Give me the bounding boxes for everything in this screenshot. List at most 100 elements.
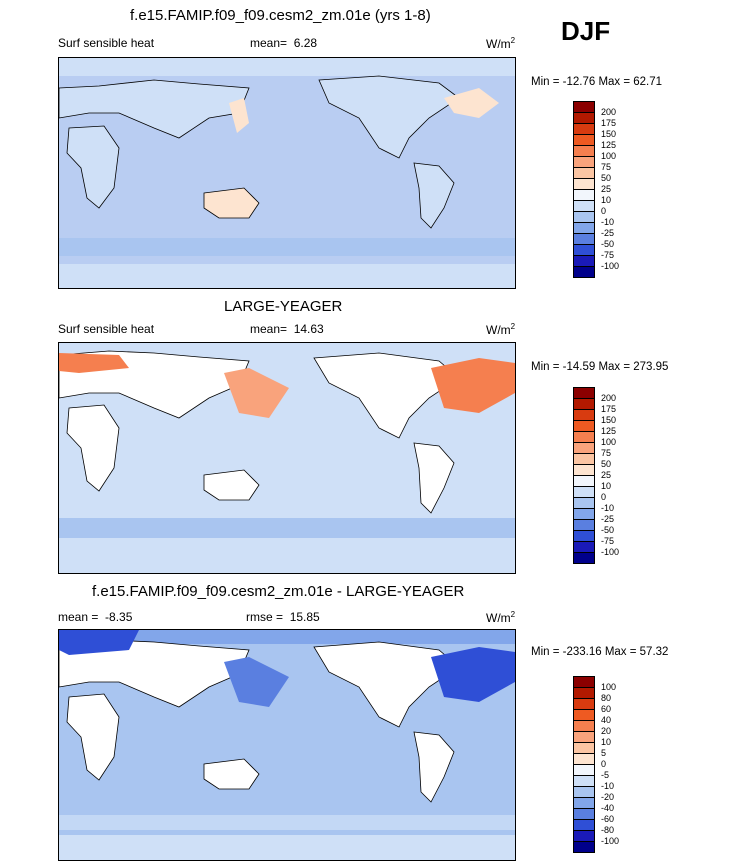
colorbar-tick-label: 100 (601, 437, 617, 447)
colorbar-tick-label: -25 (601, 228, 615, 238)
colorbar-tick-label: 60 (601, 704, 612, 714)
colorbar-tick-label: -10 (601, 781, 615, 791)
colorbar-tick-label: 20 (601, 726, 612, 736)
panel-2-map (58, 342, 516, 574)
colorbar-cell (573, 266, 595, 278)
panel-3-units: W/m2 (486, 610, 516, 625)
colorbar-tick-label: -10 (601, 503, 615, 513)
colorbar-tick-label: 80 (601, 693, 612, 703)
panel-1-mean: mean= 6.28 (250, 36, 317, 50)
colorbar-tick-label: 10 (601, 195, 612, 205)
colorbar-tick-label: -5 (601, 770, 610, 780)
colorbar-tick-label: -100 (601, 836, 620, 846)
gulfstream-cold-patch (431, 647, 515, 702)
panel-3-minmax: Min = -233.16 Max = 57.32 (531, 646, 669, 658)
panel-3-colorbar: 100 80 60 40 20 10 5 0 -5 -10 -20 -40 -60 -80 -100 (573, 676, 663, 853)
australia-land (203, 187, 260, 219)
panel-2-units: W/m2 (486, 322, 516, 337)
panel-3-rmse-value: 15.85 (289, 610, 320, 624)
panel-1-mean-value: 6.28 (293, 36, 318, 50)
barents-cold-patch (59, 630, 139, 655)
colorbar-tick-label: 10 (601, 737, 612, 747)
panel-2-minmax: Min = -14.59 Max = 273.95 (531, 361, 669, 373)
panel-2-mean: mean= 14.63 (250, 322, 324, 336)
colorbar-cell (573, 552, 595, 564)
colorbar-tick-label: 100 (601, 682, 617, 692)
colorbar-tick-label: -50 (601, 525, 615, 535)
colorbar-tick-label: 125 (601, 140, 617, 150)
colorbar-tick-label: 125 (601, 426, 617, 436)
colorbar-tick-label: 150 (601, 415, 617, 425)
panel-2-mean-label: mean= (250, 322, 288, 336)
colorbar-tick-label: -20 (601, 792, 615, 802)
panel-3-title: f.e15.FAMIP.f09_f09.cesm2_zm.01e - LARGE… (92, 583, 465, 600)
colorbar-tick-label: 10 (601, 481, 612, 491)
colorbar-tick-label: -80 (601, 825, 615, 835)
south-america-land (413, 731, 455, 803)
colorbar-tick-label: 175 (601, 118, 617, 128)
africa-land (66, 693, 120, 781)
kuroshio-cold-patch (224, 657, 289, 707)
panel-1-title: f.e15.FAMIP.f09_f09.cesm2_zm.01e (yrs 1-… (130, 7, 431, 24)
panel-3-map-svg (59, 630, 515, 860)
colorbar-tick-label: 100 (601, 151, 617, 161)
colorbar-tick-label: 50 (601, 173, 612, 183)
japan-warm-patch (229, 98, 249, 133)
panel-3-mean-label: mean = (58, 610, 99, 624)
colorbar-tick-label: 40 (601, 715, 612, 725)
colorbar-tick-label: 150 (601, 129, 617, 139)
colorbar-tick-label: -60 (601, 814, 615, 824)
colorbar-tick-label: 200 (601, 393, 617, 403)
panel-3-mean: mean = -8.35 (58, 610, 132, 624)
colorbar-tick-label: 5 (601, 748, 607, 758)
panel-1-map (58, 57, 516, 289)
panel-1-units: W/m2 (486, 36, 516, 51)
panel-3-mean-value: -8.35 (105, 610, 133, 624)
colorbar-tick-label: 25 (601, 184, 612, 194)
australia-land (203, 469, 260, 501)
colorbar-tick-label: 75 (601, 448, 612, 458)
north-america-land (313, 641, 460, 728)
panel-2-title: LARGE-YEAGER (224, 298, 343, 315)
panel-2-colorbar: 200 175 150 125 100 75 50 25 10 0 -10 -25 -50 -75 -100 (573, 387, 663, 564)
southern-band (59, 238, 515, 256)
panel-2-mean-value: 14.63 (293, 322, 324, 336)
colorbar-tick-label: 175 (601, 404, 617, 414)
season-label: DJF (561, 16, 611, 46)
colorbar-tick-label: 25 (601, 470, 612, 480)
gulfstream-heat-patch (431, 358, 515, 413)
barents-heat-patch (59, 353, 129, 373)
panel-3-map (58, 629, 516, 861)
australia-land (203, 758, 260, 790)
colorbar-tick-label: 200 (601, 107, 617, 117)
southern-light-band (59, 815, 515, 830)
north-america-land (313, 352, 460, 439)
colorbar-tick-label: -25 (601, 514, 615, 524)
antarctic-band (59, 264, 515, 288)
colorbar-tick-label: 0 (601, 206, 607, 216)
colorbar-tick-label: -75 (601, 536, 615, 546)
colorbar-cell (573, 841, 595, 853)
panel-2-map-svg (59, 343, 515, 573)
panel-1-mean-label: mean= (250, 36, 288, 50)
colorbar-tick-label: -10 (601, 217, 615, 227)
arctic-band (59, 58, 515, 76)
gulfstream-warm-patch (444, 88, 499, 118)
panel-3-rmse-label: rmse = (246, 610, 284, 624)
panel-3-rmse: rmse = 15.85 (246, 610, 320, 624)
kuroshio-heat-patch (224, 368, 289, 418)
arctic-band (59, 630, 515, 644)
colorbar-tick-label: -100 (601, 547, 620, 557)
eurasia-land (59, 79, 250, 139)
colorbar-tick-label: 75 (601, 162, 612, 172)
north-america-land (318, 75, 460, 159)
panel-1-colorbar: 200 175 150 125 100 75 50 25 10 0 -10 -25 -50 -75 -100 (573, 101, 663, 278)
south-america-land (413, 162, 455, 229)
panel-1-map-svg (59, 58, 515, 288)
panel-2-variable-label: Surf sensible heat (58, 322, 155, 336)
antarctic-band (59, 548, 515, 573)
colorbar-tick-label: 50 (601, 459, 612, 469)
panel-1-variable-label: Surf sensible heat (58, 36, 155, 50)
colorbar-tick-label: -100 (601, 261, 620, 271)
panel-1-minmax: Min = -12.76 Max = 62.71 (531, 76, 663, 88)
